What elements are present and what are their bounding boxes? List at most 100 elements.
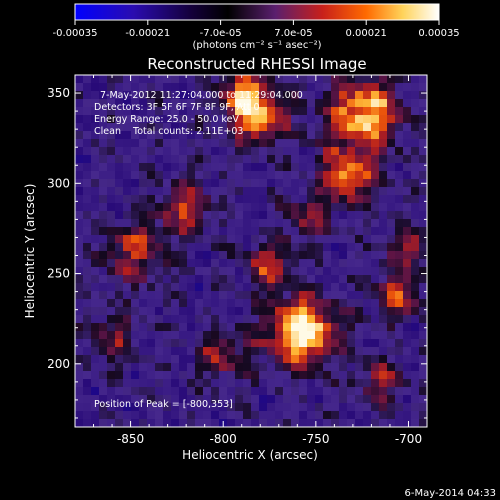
heatmap-cell (315, 91, 324, 100)
heatmap-cell (91, 203, 100, 212)
heatmap-cell (99, 339, 108, 348)
heatmap-cell (83, 339, 92, 348)
heatmap-cell (307, 307, 316, 316)
heatmap-cell (115, 147, 124, 156)
heatmap-cell (83, 227, 92, 236)
heatmap-cell (155, 171, 164, 180)
heatmap-cell (195, 179, 204, 188)
heatmap-cell (123, 171, 132, 180)
heatmap-cell (355, 363, 364, 372)
info-overlay: 7-May-2012 11:27:04.000 to 11:29:04.000 … (94, 90, 303, 410)
heatmap-cell (155, 283, 164, 292)
heatmap-cell (299, 379, 308, 388)
heatmap-cell (395, 131, 404, 140)
heatmap-cell (83, 211, 92, 220)
heatmap-cell (299, 403, 308, 412)
heatmap-cell (323, 91, 332, 100)
heatmap-cell (371, 131, 380, 140)
heatmap-cell (323, 171, 332, 180)
heatmap-cell (83, 299, 92, 308)
heatmap-cell (403, 371, 412, 380)
heatmap-cell (163, 115, 172, 124)
heatmap-cell (99, 267, 108, 276)
heatmap-cell (91, 219, 100, 228)
heatmap-cell (315, 139, 324, 148)
heatmap-cell (387, 195, 396, 204)
heatmap-cell (339, 155, 348, 164)
heatmap-cell (83, 379, 92, 388)
heatmap-cell (403, 331, 412, 340)
heatmap-cell (219, 147, 228, 156)
heatmap-cell (107, 275, 116, 284)
heatmap-cell (387, 243, 396, 252)
heatmap-cell (275, 363, 284, 372)
heatmap-cell (411, 243, 420, 252)
heatmap-cell (179, 395, 188, 404)
heatmap-cell (403, 147, 412, 156)
heatmap-cell (403, 283, 412, 292)
heatmap-cell (147, 259, 156, 268)
heatmap-cell (115, 195, 124, 204)
heatmap-cell (307, 115, 316, 124)
heatmap-cell (299, 307, 308, 316)
heatmap-cell (411, 331, 420, 340)
heatmap-cell (379, 83, 388, 92)
x-axis-label: Heliocentric X (arcsec) (182, 448, 318, 462)
heatmap-cell (291, 147, 300, 156)
heatmap-cell (83, 387, 92, 396)
heatmap-cell (315, 275, 324, 284)
heatmap-cell (315, 395, 324, 404)
heatmap-cell (219, 179, 228, 188)
heatmap-cell (131, 275, 140, 284)
heatmap-cell (203, 259, 212, 268)
heatmap-cell (187, 347, 196, 356)
heatmap-cell (75, 347, 84, 356)
heatmap-cell (139, 139, 148, 148)
heatmap-cell (75, 187, 84, 196)
heatmap-cell (315, 331, 324, 340)
heatmap-cell (307, 123, 316, 132)
heatmap-cell (99, 131, 108, 140)
heatmap-cell (211, 131, 220, 140)
heatmap-cell (219, 259, 228, 268)
heatmap-cell (259, 211, 268, 220)
heatmap-cell (379, 147, 388, 156)
heatmap-cell (235, 131, 244, 140)
heatmap-cell (363, 251, 372, 260)
heatmap-cell (251, 379, 260, 388)
heatmap-cell (227, 275, 236, 284)
heatmap-cell (219, 339, 228, 348)
heatmap-cell (387, 163, 396, 172)
heatmap-cell (195, 203, 204, 212)
heatmap-cell (123, 331, 132, 340)
heatmap-cell (99, 147, 108, 156)
heatmap-cell (291, 395, 300, 404)
heatmap-cell (211, 387, 220, 396)
heatmap-cell (235, 315, 244, 324)
heatmap-cell (251, 195, 260, 204)
heatmap-cell (275, 195, 284, 204)
heatmap-cell (243, 395, 252, 404)
heatmap-cell (235, 107, 244, 116)
heatmap-cell (171, 403, 180, 412)
heatmap-cell (379, 363, 388, 372)
heatmap-cell (91, 315, 100, 324)
heatmap-cell (267, 139, 276, 148)
heatmap-cell (147, 315, 156, 324)
heatmap-cell (187, 259, 196, 268)
heatmap-cell (331, 411, 340, 420)
heatmap-cell (219, 275, 228, 284)
heatmap-cell (403, 107, 412, 116)
heatmap-cell (259, 83, 268, 92)
y-tick-label: 250 (47, 267, 70, 281)
heatmap-cell (211, 211, 220, 220)
heatmap-cell (235, 179, 244, 188)
heatmap-cell (99, 123, 108, 132)
heatmap-cell (171, 171, 180, 180)
heatmap-cell (395, 243, 404, 252)
heatmap-cell (251, 347, 260, 356)
heatmap-cell (339, 123, 348, 132)
heatmap-cell (195, 371, 204, 380)
heatmap-cell (203, 99, 212, 108)
heatmap-cell (259, 411, 268, 420)
